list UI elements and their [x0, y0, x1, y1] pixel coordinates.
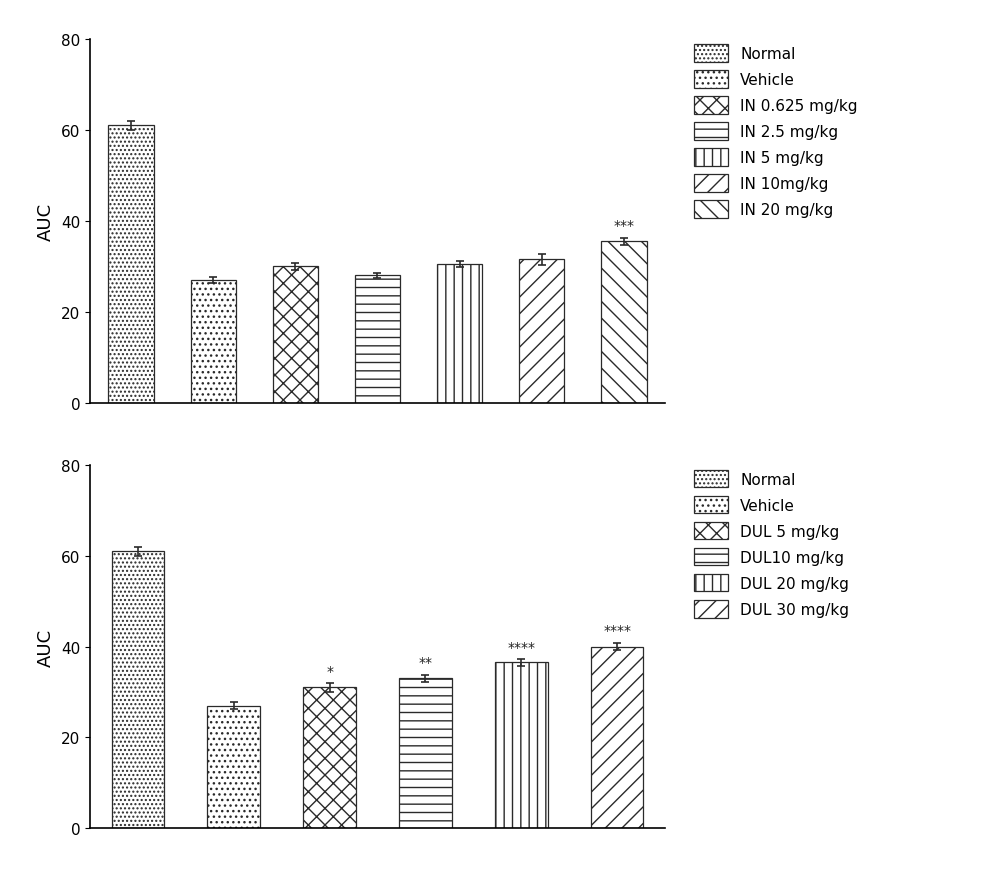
Bar	[591, 647, 643, 828]
Bar	[601, 242, 647, 403]
Legend: Normal, Vehicle, IN 0.625 mg/kg, IN 2.5 mg/kg, IN 5 mg/kg, IN 10mg/kg, IN 20 mg/: Normal, Vehicle, IN 0.625 mg/kg, IN 2.5 …	[690, 40, 862, 223]
Text: ****: ****	[507, 640, 535, 654]
Bar	[273, 267, 318, 403]
Legend: Normal, Vehicle, DUL 5 mg/kg, DUL10 mg/kg, DUL 20 mg/kg, DUL 30 mg/kg: Normal, Vehicle, DUL 5 mg/kg, DUL10 mg/k…	[690, 465, 854, 622]
Bar	[108, 126, 154, 403]
Bar	[399, 679, 452, 828]
Bar	[112, 551, 164, 828]
Text: **: **	[418, 656, 432, 670]
Bar	[207, 706, 260, 828]
Bar	[437, 265, 482, 403]
Bar	[495, 663, 548, 828]
Text: ****: ****	[603, 624, 631, 638]
Bar	[355, 276, 400, 403]
Bar	[303, 688, 356, 828]
Text: ***: ***	[613, 219, 634, 233]
Y-axis label: AUC: AUC	[37, 628, 55, 665]
Bar	[519, 260, 564, 403]
Y-axis label: AUC: AUC	[37, 203, 55, 240]
Bar	[191, 281, 236, 403]
Text: *: *	[326, 664, 333, 678]
